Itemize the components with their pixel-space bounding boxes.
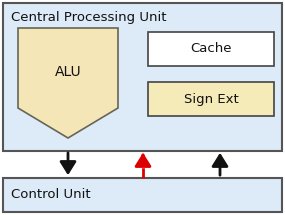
Bar (3, 178, 282, 212)
Text: Control Unit: Control Unit (11, 189, 91, 201)
Polygon shape (18, 28, 118, 138)
Text: Cache: Cache (190, 43, 232, 55)
Bar (3, 3, 282, 151)
Bar (148, 82, 274, 116)
Text: ALU: ALU (55, 65, 81, 79)
Text: Sign Ext: Sign Ext (184, 92, 238, 106)
Text: Central Processing Unit: Central Processing Unit (11, 11, 166, 23)
Bar (148, 32, 274, 66)
